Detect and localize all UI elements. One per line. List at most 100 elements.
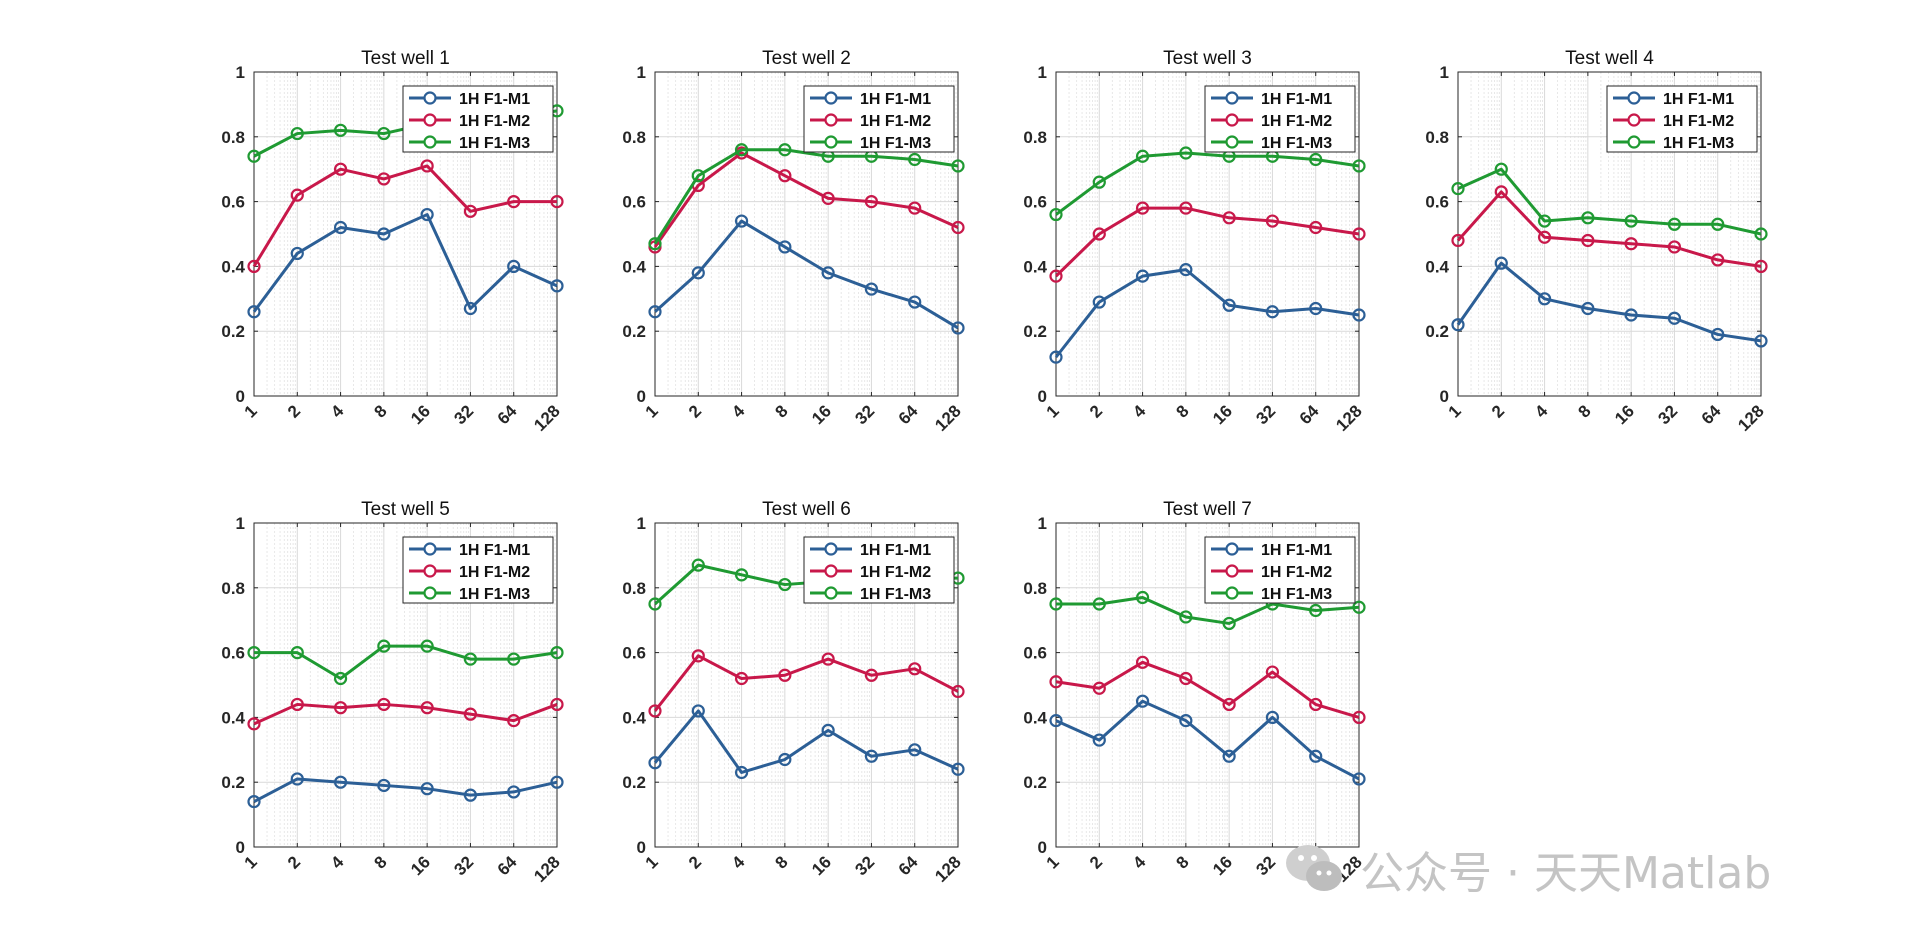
legend: 1H F1-M1 1H F1-M2 1H F1-M3 (1606, 85, 1758, 153)
x-tick-label: 8 (772, 401, 792, 421)
legend-label: 1H F1-M2 (1261, 113, 1332, 130)
data-point (691, 704, 705, 718)
data-point (463, 788, 478, 802)
legend-label: 1H F1-M2 (1261, 564, 1332, 581)
data-point (691, 266, 705, 280)
data-point (463, 204, 478, 218)
data-point (1494, 256, 1508, 270)
data-point (507, 195, 521, 209)
x-tick-label: 32 (450, 401, 477, 428)
x-tick-label: 64 (494, 401, 521, 428)
data-point (1309, 749, 1323, 763)
x-tick-label: 64 (895, 401, 922, 428)
data-point (1049, 350, 1063, 364)
data-point (1135, 655, 1150, 669)
data-point (648, 597, 662, 611)
x-tick-label: 16 (808, 401, 835, 428)
data-point (1265, 665, 1280, 679)
data-point (734, 143, 749, 157)
data-point (333, 220, 348, 235)
legend-label: 1H F1-M1 (1663, 91, 1734, 108)
series-line (653, 654, 959, 712)
series-line (1456, 261, 1762, 343)
data-point (1754, 259, 1768, 273)
wechat-icon (1286, 845, 1342, 891)
data-point (1624, 308, 1638, 322)
data-point (1049, 675, 1063, 689)
y-tick-label: 0.2 (1023, 322, 1047, 341)
series-line (653, 219, 959, 330)
data-point (864, 282, 879, 296)
watermark: 公众号 · 天天Matlab (1282, 836, 1771, 902)
data-point (333, 162, 348, 176)
x-tick-label: 2 (685, 852, 705, 872)
data-point (377, 172, 391, 186)
series-line (253, 702, 558, 726)
chart-title: Test well 6 (762, 499, 851, 520)
series-line (252, 213, 558, 313)
watermark-text: 公众号 · 天天Matlab (1360, 848, 1772, 899)
x-tick-label: 32 (1252, 852, 1279, 879)
legend-marker (423, 135, 437, 149)
axes-box (253, 71, 558, 397)
data-point (1537, 230, 1552, 244)
data-point (1667, 217, 1682, 231)
data-point (821, 723, 835, 737)
data-point (1179, 146, 1193, 160)
y-tick-label: 0 (637, 387, 646, 406)
legend-label: 1H F1-M1 (1261, 91, 1332, 108)
data-point (420, 782, 434, 796)
y-tick-label: 0.4 (221, 708, 245, 727)
data-point (1352, 600, 1366, 614)
data-point (778, 169, 792, 183)
legend-label: 1H F1-M1 (860, 542, 931, 559)
data-point (1451, 182, 1465, 196)
data-point (333, 671, 348, 686)
data-point (1352, 227, 1366, 241)
data-point (463, 301, 478, 316)
series-line (1056, 596, 1360, 625)
x-tick-label: 8 (371, 401, 391, 421)
legend-label: 1H F1-M3 (1261, 135, 1332, 152)
x-tick-label: 4 (728, 852, 749, 873)
data-point (778, 668, 792, 682)
data-point (507, 714, 521, 728)
data-point (1135, 201, 1150, 215)
legend: 1H F1-M1 1H F1-M2 1H F1-M3 (1204, 85, 1356, 153)
x-tick-label: 1 (241, 852, 261, 872)
data-point (1309, 603, 1323, 618)
x-tick-label: 128 (931, 401, 964, 434)
data-point (951, 762, 965, 776)
legend-marker (1627, 113, 1641, 127)
data-point (507, 785, 521, 799)
data-point (290, 126, 304, 141)
y-tick-label: 0.8 (1023, 128, 1047, 147)
subplot: 0 0.2 0.4 0.6 0.8 1 1 2 4 8 16 32 64 128 Test well 1 1H… (221, 48, 563, 435)
data-point (463, 652, 478, 666)
subplot: 0 0.2 0.4 0.6 0.8 1 1 2 4 8 16 32 64 128 Test well 4 1H… (1425, 48, 1767, 435)
x-tick-label: 32 (450, 852, 477, 879)
chart-title: Test well 2 (762, 48, 851, 69)
data-point (1711, 217, 1725, 231)
legend-label: 1H F1-M2 (459, 564, 530, 581)
x-tick-label: 16 (1209, 852, 1236, 879)
y-tick-label: 0.4 (1023, 708, 1047, 727)
y-tick-label: 0.8 (1023, 579, 1047, 598)
legend-label: 1H F1-M2 (860, 564, 931, 581)
y-tick-label: 0.6 (1023, 644, 1047, 663)
x-tick-label: 128 (530, 852, 563, 885)
y-tick-label: 0.6 (622, 644, 646, 663)
data-point (778, 240, 792, 254)
data-point (821, 191, 835, 205)
x-tick-label: 16 (1611, 401, 1638, 428)
data-point (333, 701, 348, 715)
data-point (377, 227, 391, 241)
data-point (1222, 749, 1236, 763)
legend-marker (1225, 564, 1239, 578)
data-point (247, 305, 261, 319)
data-point (1309, 697, 1323, 712)
legend-marker (423, 91, 437, 105)
legend-marker (423, 564, 437, 578)
legend-marker (423, 586, 437, 600)
data-point (507, 652, 521, 666)
